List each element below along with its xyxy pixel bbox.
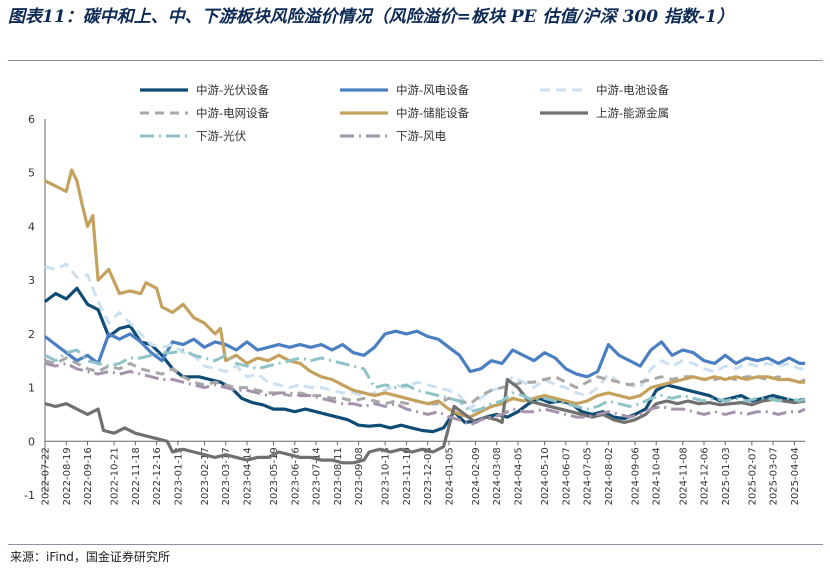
series-line-5 xyxy=(44,168,805,419)
legend-label-4: 中游-电网设备 xyxy=(196,106,270,120)
x-tick-label: 2024-04-05 xyxy=(514,447,525,505)
plot-area xyxy=(44,168,806,465)
x-tick-label: 2023-03-17 xyxy=(221,447,232,505)
x-tick-label: 2025-02-07 xyxy=(747,447,758,505)
x-tick-label: 2024-01-05 xyxy=(444,447,455,505)
chart-title: 图表11：碳中和上、中、下游板块风险溢价情况（风险溢价=板块 PE 估值/沪深 … xyxy=(8,7,734,27)
x-tick-label: 2023-11-10 xyxy=(402,447,413,505)
x-tick-label: 2023-08-11 xyxy=(333,447,344,505)
y-tick-label: 4 xyxy=(28,220,35,233)
y-tick-label: 6 xyxy=(28,113,35,126)
x-tick-label: 2022-09-16 xyxy=(83,447,94,505)
legend-label-2: 中游-风电设备 xyxy=(396,83,470,97)
x-tick-label: 2024-03-08 xyxy=(492,447,503,505)
y-tick-label: -1 xyxy=(24,489,35,502)
y-tick-label: 5 xyxy=(28,167,35,180)
x-tick-label: 2023-07-14 xyxy=(312,447,323,505)
x-tick-label: 2024-11-08 xyxy=(678,447,689,505)
legend-label-7: 下游-光伏 xyxy=(196,129,247,143)
series-line-4 xyxy=(44,356,806,406)
y-tick-label: 2 xyxy=(28,328,35,341)
legend-label-3: 中游-电池设备 xyxy=(596,83,670,97)
x-tick-label: 2024-05-10 xyxy=(540,447,551,505)
title-divider xyxy=(8,60,823,61)
series-line-2 xyxy=(44,329,805,379)
y-tick-label: 0 xyxy=(28,435,35,448)
series-line-1 xyxy=(44,286,806,434)
x-tick-label: 2025-01-03 xyxy=(721,447,732,505)
x-tick-label: 2022-10-21 xyxy=(110,447,121,505)
source-divider xyxy=(8,544,823,545)
x-tick-label: 2024-02-09 xyxy=(471,447,482,505)
x-tick-label: 2023-09-08 xyxy=(354,447,365,505)
x-tick-label: 2022-07-22 xyxy=(41,447,52,505)
series-line-3 xyxy=(44,262,805,411)
y-axis: -1 0 1 2 3 4 5 6 xyxy=(24,113,46,502)
x-tick-label: 2023-10-13 xyxy=(381,447,392,505)
legend-label-6: 上游-能源金属 xyxy=(596,106,669,120)
x-tick-label: 2023-01-13 xyxy=(173,447,184,505)
x-tick-label: 2024-07-05 xyxy=(583,447,594,505)
x-tick-label: 2023-05-19 xyxy=(269,447,280,505)
x-tick-label: 2022-12-16 xyxy=(152,447,163,505)
legend-label-1: 中游-光伏设备 xyxy=(196,83,270,97)
x-axis: 2022-07-22 2022-08-19 2022-09-16 2022-10-21… xyxy=(41,440,805,505)
x-tick-label: 2023-12-08 xyxy=(423,447,434,505)
series-line-8 xyxy=(44,361,806,427)
x-tick-label: 2023-02-17 xyxy=(200,447,211,505)
x-tick-label: 2024-06-07 xyxy=(561,447,572,505)
legend-label-5: 中游-储能设备 xyxy=(396,106,470,120)
y-tick-label: 1 xyxy=(28,382,35,395)
x-tick-label: 2024-10-04 xyxy=(652,447,663,505)
x-tick-label: 2025-04-04 xyxy=(790,447,801,505)
x-tick-label: 2024-08-02 xyxy=(604,447,615,505)
y-tick-label: 3 xyxy=(28,274,35,287)
legend-label-8: 下游-风电 xyxy=(396,129,447,143)
source-note: 来源：iFind，国金证券研究所 xyxy=(10,550,170,564)
x-tick-label: 2022-11-18 xyxy=(131,447,142,505)
series-line-7 xyxy=(44,348,806,414)
x-tick-label: 2022-08-19 xyxy=(62,447,73,505)
x-tick-label: 2024-09-06 xyxy=(630,447,641,505)
x-tick-label: 2025-03-07 xyxy=(769,447,780,505)
series-line-6 xyxy=(44,377,806,465)
x-tick-label: 2023-06-16 xyxy=(290,447,301,505)
x-tick-label: 2023-04-14 xyxy=(242,447,253,505)
x-tick-label: 2024-12-06 xyxy=(700,447,711,505)
